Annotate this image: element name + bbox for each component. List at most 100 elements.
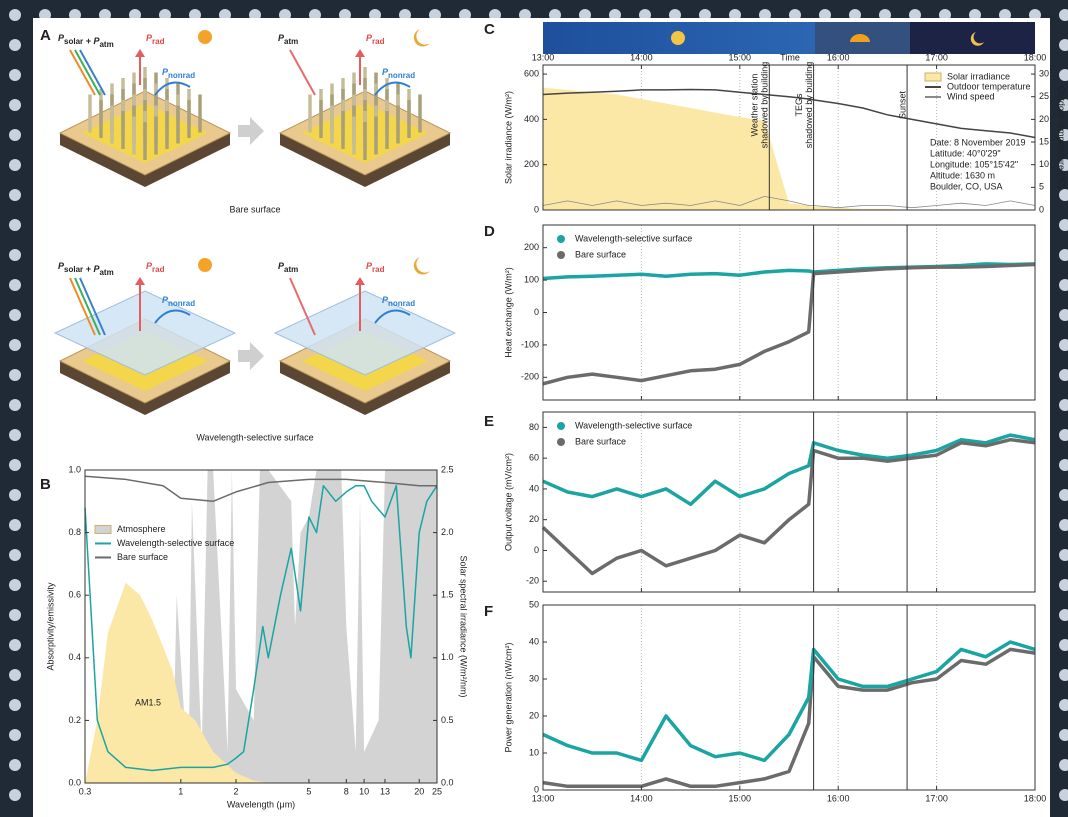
- y2-tick-label: 0.5: [441, 715, 454, 725]
- y2-tick-label: 30: [1039, 68, 1049, 78]
- substrate-side: [60, 361, 230, 415]
- symbol: P: [162, 67, 169, 77]
- panel-label: F: [484, 603, 493, 620]
- symbol: P: [58, 261, 65, 271]
- x-tick-label: 15:00: [729, 793, 752, 803]
- substrate-side: [60, 133, 230, 187]
- subscript: nonrad: [168, 299, 195, 308]
- diagram-decor: [238, 117, 264, 370]
- y-tick-label: 50: [529, 599, 539, 609]
- info-text: Date: 8 November 2019: [930, 137, 1026, 147]
- y2-axis-title: Outdoor temperature (°C): [1057, 86, 1067, 188]
- symbol: P: [278, 33, 285, 43]
- line: [542, 640, 1036, 763]
- symbol: P: [93, 264, 100, 274]
- line: [84, 484, 438, 772]
- x-tick-label: 14:00: [630, 52, 653, 62]
- plot-frame: [542, 64, 1036, 211]
- arrow-head: [135, 49, 145, 57]
- y-tick-label: 1.0: [68, 464, 81, 474]
- y-tick-label: 200: [524, 242, 539, 252]
- info-text: Latitude: 40°0'29": [930, 148, 1001, 158]
- y-tick-label: 10: [529, 747, 539, 757]
- arrow-head: [355, 277, 365, 285]
- y-tick-label: 0: [534, 204, 539, 214]
- line: [542, 196, 1036, 209]
- x-tick-label: 16:00: [827, 52, 850, 62]
- symbol: +: [86, 264, 92, 274]
- moon-icon: [413, 257, 430, 275]
- x-tick-label: 14:00: [630, 793, 653, 803]
- legend-label: Bare surface: [575, 436, 626, 446]
- x-tick-label: 18:00: [1024, 793, 1047, 803]
- subscript: atm: [99, 40, 113, 49]
- y-tick-label: 0.6: [68, 590, 81, 600]
- x-tick-label: 20: [414, 786, 424, 796]
- x-tick-label: 13:00: [532, 52, 555, 62]
- sun-icon: [198, 30, 212, 44]
- area: [85, 582, 269, 783]
- subscript: nonrad: [388, 299, 415, 308]
- y-tick-label: -100: [521, 339, 539, 349]
- y-tick-label: 400: [524, 114, 539, 124]
- y-tick-label: 30: [529, 673, 539, 683]
- info-text: Boulder, CO, USA: [930, 181, 1003, 191]
- y2-tick-label: 20: [1039, 114, 1049, 124]
- line: [541, 437, 1036, 576]
- symbol: P: [382, 67, 389, 77]
- info-text: Altitude: 1630 m: [930, 170, 995, 180]
- legend-swatch: [94, 524, 112, 534]
- x-tick-label: 18:00: [1024, 52, 1047, 62]
- symbol: P: [366, 261, 373, 271]
- y-axis-title: Heat exchange (W/m²): [503, 267, 513, 358]
- symbol: P: [366, 33, 373, 43]
- panel-label: E: [484, 413, 494, 430]
- panel-label: C: [484, 21, 495, 38]
- symbol: P: [146, 33, 153, 43]
- y-tick-label: 40: [529, 483, 539, 493]
- y-tick-label: -20: [526, 576, 539, 586]
- x-axis-title: Wavelength (μm): [227, 799, 295, 809]
- caption: Wavelength-selective surface: [196, 432, 313, 442]
- y2-tick-label: 2.0: [441, 527, 454, 537]
- x-tick-label: 13: [380, 786, 390, 796]
- y-tick-label: 0: [534, 545, 539, 555]
- y2-tick-label: 2.5: [441, 464, 454, 474]
- subscript: atm: [284, 37, 298, 46]
- x-tick-label: 2: [233, 786, 238, 796]
- line: [542, 433, 1036, 507]
- x-tick-label: 5: [306, 786, 311, 796]
- power-label: Patm: [278, 33, 298, 46]
- power-label: Prad: [366, 33, 385, 46]
- legend-marker: [557, 251, 565, 259]
- event-label: TEGs: [794, 93, 804, 117]
- caption: Bare surface: [229, 204, 280, 214]
- x-axis-title: Time: [780, 52, 800, 62]
- x-tick-label: 16:00: [827, 793, 850, 803]
- plot-frame: [84, 469, 438, 784]
- y-axis-title: Solar irradiance (W/m²): [503, 91, 513, 184]
- y-tick-label: 600: [524, 68, 539, 78]
- arrow-head: [135, 277, 145, 285]
- legend-label: Outdoor temperature: [947, 81, 1031, 91]
- ray: [74, 49, 101, 96]
- legend-label: Bare surface: [575, 249, 626, 259]
- y-tick-label: 0.0: [68, 777, 81, 787]
- substrate-side: [280, 361, 450, 415]
- legend-label: Wavelength-selective surface: [575, 233, 692, 243]
- subscript: rad: [152, 37, 165, 46]
- legend-label: Wavelength-selective surface: [117, 538, 234, 548]
- subscript: atm: [284, 265, 298, 274]
- y-tick-label: 40: [529, 636, 539, 646]
- ray: [289, 277, 316, 336]
- subscript: solar: [64, 37, 83, 46]
- y-tick-label: 20: [529, 710, 539, 720]
- legend-label: Atmosphere: [117, 524, 166, 534]
- x-tick-label: 17:00: [925, 52, 948, 62]
- subscript: rad: [372, 37, 385, 46]
- y-tick-label: 0.8: [68, 527, 81, 537]
- event-label: shadowed by building: [804, 62, 814, 149]
- x-tick-label: 0.3: [79, 786, 92, 796]
